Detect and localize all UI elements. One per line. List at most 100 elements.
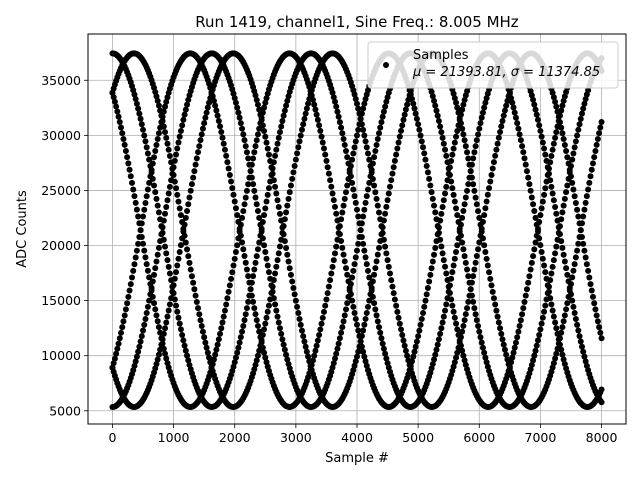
sample-point — [550, 360, 557, 367]
sample-point — [421, 303, 428, 310]
sample-point — [354, 353, 360, 360]
sample-point — [203, 109, 210, 116]
sample-point — [479, 344, 486, 351]
sample-point — [219, 134, 226, 141]
sample-point — [541, 145, 548, 152]
sample-point — [475, 208, 482, 215]
sample-point — [470, 181, 477, 188]
sample-point — [138, 121, 145, 128]
sample-point — [489, 165, 496, 172]
sample-point — [197, 137, 204, 144]
sample-point — [237, 120, 244, 127]
sample-point — [224, 295, 231, 302]
sample-point — [176, 320, 183, 327]
sample-point — [331, 98, 338, 105]
sample-point — [115, 113, 122, 120]
sample-point — [187, 266, 194, 273]
sample-point — [191, 286, 198, 293]
sample-point — [429, 93, 436, 100]
sample-point — [500, 341, 507, 348]
sample-point — [372, 189, 379, 196]
sample-point — [389, 283, 396, 290]
sample-point — [383, 250, 390, 257]
sample-point — [133, 247, 140, 254]
sample-point — [457, 334, 464, 341]
sample-point — [490, 295, 497, 302]
sample-point — [395, 139, 402, 146]
sample-point — [323, 296, 330, 303]
sample-point — [538, 320, 545, 327]
sample-point — [390, 164, 397, 171]
sample-point — [232, 205, 239, 212]
sample-point — [264, 191, 271, 198]
sample-point — [143, 193, 150, 200]
sample-point — [224, 159, 231, 166]
sample-point — [512, 114, 519, 121]
sample-point — [320, 145, 327, 152]
sample-point — [594, 318, 601, 325]
sample-point — [596, 130, 603, 137]
sample-point — [306, 95, 313, 102]
sample-point — [574, 132, 581, 139]
sample-point — [243, 149, 250, 156]
sample-point — [155, 324, 162, 331]
sample-point — [273, 190, 280, 197]
sample-point — [593, 141, 600, 148]
sample-point — [504, 97, 511, 104]
sample-point — [382, 243, 389, 250]
sample-point — [311, 352, 318, 359]
sample-point — [242, 143, 249, 150]
sample-point — [300, 121, 307, 128]
sample-point — [526, 273, 533, 280]
sample-point — [314, 337, 321, 344]
sample-point — [186, 194, 193, 201]
sample-point — [125, 293, 132, 300]
sample-point — [369, 278, 376, 285]
sample-point — [555, 229, 562, 236]
sample-point — [548, 183, 555, 190]
sample-point — [272, 301, 279, 308]
sample-point — [241, 317, 248, 324]
sample-point — [379, 340, 386, 347]
y-tick-label: 25000 — [41, 183, 81, 198]
sample-point — [454, 104, 461, 111]
sample-point — [291, 291, 298, 298]
sample-point — [373, 141, 380, 148]
sample-point — [492, 152, 499, 159]
sample-point — [247, 286, 254, 293]
sample-point — [322, 302, 329, 309]
sample-point — [312, 347, 319, 354]
sample-point — [119, 130, 126, 137]
sample-point — [242, 311, 249, 318]
sample-point — [541, 191, 548, 198]
sample-point — [510, 349, 517, 356]
sample-point — [223, 301, 230, 308]
sample-point — [140, 240, 147, 247]
sample-point — [278, 330, 285, 337]
sample-point — [534, 337, 541, 344]
sample-point — [371, 154, 378, 161]
sample-point — [477, 120, 484, 127]
sample-point — [210, 97, 217, 104]
sample-point — [497, 129, 504, 136]
sample-point — [127, 173, 134, 180]
sample-point — [262, 99, 269, 106]
sample-point — [116, 335, 123, 342]
sample-point — [548, 301, 555, 308]
sample-point — [413, 338, 420, 345]
sample-point — [168, 159, 175, 166]
sample-point — [355, 126, 362, 133]
sample-point — [541, 308, 548, 315]
sample-point — [596, 324, 603, 331]
sample-point — [163, 250, 170, 257]
sample-point — [234, 349, 241, 356]
sample-point — [549, 307, 556, 314]
sample-point — [341, 258, 348, 265]
sample-point — [201, 334, 208, 341]
sample-point — [330, 257, 337, 264]
sample-point — [287, 182, 294, 189]
sample-point — [366, 274, 373, 281]
sample-point — [349, 179, 356, 186]
sample-point — [231, 255, 238, 262]
sample-point — [171, 275, 178, 282]
